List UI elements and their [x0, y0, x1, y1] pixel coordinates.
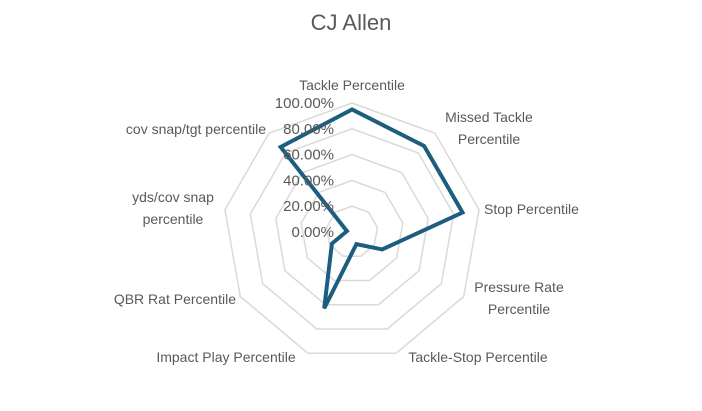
tick-label: 60.00% — [283, 147, 334, 164]
grid-ring — [224, 102, 480, 354]
category-label: Stop Percentile — [484, 201, 579, 217]
category-label: Impact Play Percentile — [156, 349, 295, 365]
chart-title: CJ Allen — [311, 10, 392, 35]
grid-ring — [274, 153, 430, 306]
tick-label: 40.00% — [283, 172, 334, 189]
series-line — [277, 107, 466, 310]
category-label: yds/cov snap percentile — [132, 189, 214, 227]
radar-grid — [224, 102, 480, 354]
category-label: Missed Tackle Percentile — [445, 109, 533, 147]
grid-ring — [300, 179, 404, 282]
tick-label: 100.00% — [275, 95, 334, 112]
category-label: Pressure Rate Percentile — [474, 279, 564, 317]
category-label: Tackle-Stop Percentile — [408, 349, 548, 365]
tick-label: 80.00% — [283, 121, 334, 138]
tick-label: 20.00% — [283, 198, 334, 215]
category-label: cov snap/tgt percentile — [126, 121, 266, 137]
category-label: QBR Rat Percentile — [114, 291, 236, 307]
category-labels: Tackle Percentile Missed Tackle Percentile… — [114, 77, 579, 365]
category-label: Tackle Percentile — [299, 77, 405, 93]
radar-series — [277, 107, 466, 310]
tick-label: 0.00% — [291, 224, 334, 241]
grid-ring — [249, 128, 455, 330]
radial-tick-labels: 0.00% 20.00% 40.00% 60.00% 80.00% 100.00% — [275, 95, 334, 241]
